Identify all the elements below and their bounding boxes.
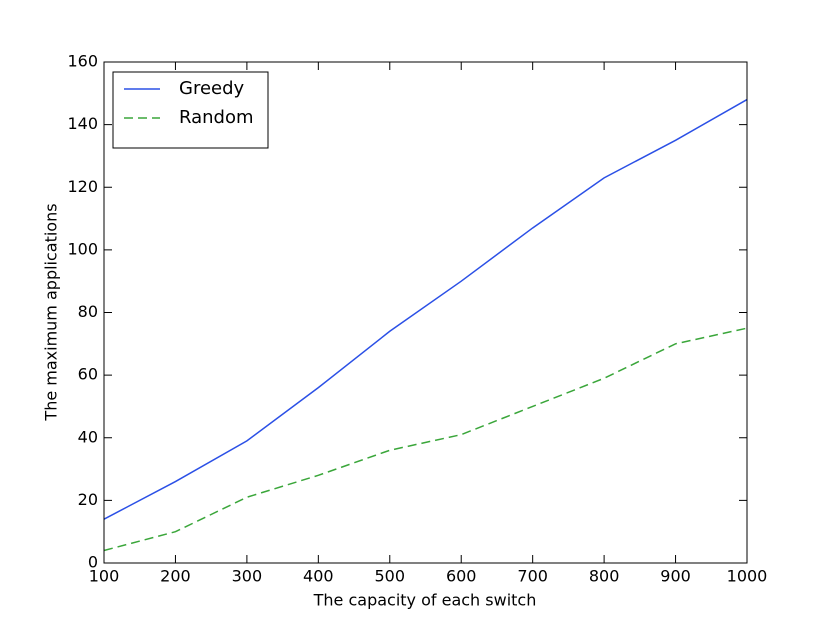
x-axis-label: The capacity of each switch (313, 591, 537, 610)
x-tick-label: 500 (375, 567, 406, 586)
x-tick-label: 100 (89, 567, 120, 586)
line-series (103, 98, 748, 520)
legend-box (112, 71, 269, 149)
y-tick-label: 40 (78, 427, 98, 446)
plot-frame (103, 61, 748, 564)
y-tick-label: 60 (78, 365, 98, 384)
x-tick-label: 700 (517, 567, 548, 586)
y-tick-label: 0 (88, 553, 98, 572)
x-tick-label: 800 (589, 567, 620, 586)
y-tick-label: 20 (78, 490, 98, 509)
y-tick-label: 140 (67, 114, 98, 133)
y-tick-label: 100 (67, 239, 98, 258)
x-tick-label: 400 (303, 567, 334, 586)
x-tick-label: 1000 (727, 567, 768, 586)
y-tick-label: 160 (67, 52, 98, 71)
x-tick-label: 200 (160, 567, 191, 586)
x-tick-label: 900 (660, 567, 691, 586)
legend-label: Random (179, 107, 254, 128)
y-tick-label: 80 (78, 302, 98, 321)
line-series (103, 327, 748, 552)
y-tick-label: 120 (67, 177, 98, 196)
legend-label: Greedy (179, 78, 245, 99)
y-axis-label: The maximum applications (42, 203, 61, 421)
x-tick-label: 300 (232, 567, 263, 586)
x-tick-label: 600 (446, 567, 477, 586)
